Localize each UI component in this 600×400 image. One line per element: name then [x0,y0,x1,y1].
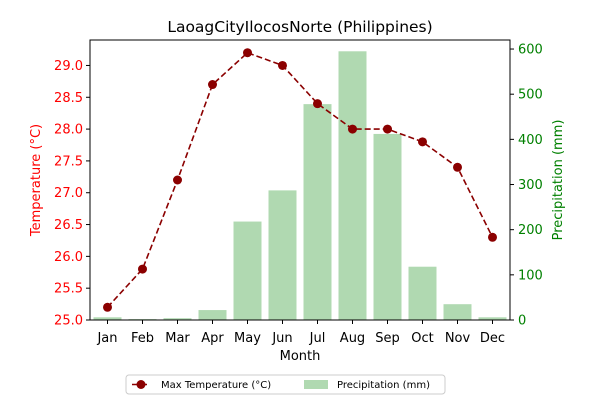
precipitation-bar-apr [198,310,227,320]
legend-precipitation-swatch [304,380,328,389]
precipitation-bar-jul [303,104,332,321]
temperature-point-may [243,48,252,58]
legend-temperature-marker [136,380,146,389]
y-right-tick-label: 100 [518,268,543,283]
y-left-tick-label: 27.5 [54,154,83,169]
precipitation-bar-jan [93,317,122,320]
x-axis-label: Month [280,349,321,364]
precipitation-bar-oct [408,266,437,320]
temperature-point-dec [488,232,497,242]
x-tick-label-nov: Nov [445,331,471,346]
chart-title: LaoagCityIlocosNorte (Philippines) [167,18,432,36]
precipitation-bar-jun [268,190,297,320]
x-tick-label-apr: Apr [201,331,224,346]
y-left-tick-label: 26.0 [54,250,83,265]
y-left-tick-label: 29.0 [54,59,83,74]
precipitation-bar-mar [163,318,192,320]
plot-frame [89,39,511,321]
legend-precipitation-label: Precipitation (mm) [337,380,430,391]
y-left-tick-label: 25.0 [54,314,83,329]
axes: Jan Feb Mar Apr May Jun Jul Aug Sep Oct Nov Dec 25.0… [54,39,543,346]
temperature-point-apr [208,80,217,90]
temperature-point-sep [383,124,392,134]
y-right-tick-label: 200 [518,223,543,238]
x-tick-label-jan: Jan [96,331,117,346]
temperature-point-nov [453,162,462,172]
precipitation-bar-may [233,221,262,320]
temperature-series-line [106,51,494,308]
x-tick-label-oct: Oct [411,331,433,346]
y-right-tick-label: 400 [518,133,543,148]
y-left-tick-label: 28.5 [54,91,83,106]
precipitation-bar-dec [478,317,507,320]
temperature-point-jul [313,99,322,109]
y-left-tick-label: 25.5 [54,282,83,297]
y-left-tick-label: 27.0 [54,186,83,201]
x-tick-label-jun: Jun [271,331,292,346]
precipitation-bar-aug [338,51,367,321]
legend-temperature-label: Max Temperature (°C) [161,380,271,391]
x-tick-label-mar: Mar [165,331,190,346]
temperature-point-oct [418,137,427,147]
x-tick-label-dec: Dec [480,331,505,346]
x-tick-label-aug: Aug [340,331,365,346]
precipitation-bar-sep [373,133,402,320]
temperature-point-feb [138,264,147,274]
temperature-line [103,48,497,312]
x-tick-label-jul: Jul [309,331,326,346]
y-left-tick-label: 26.5 [54,218,83,233]
temperature-point-mar [173,175,182,185]
y-axis-left-label: Temperature (°C) [29,124,44,237]
y-right-tick-label: 500 [518,88,543,103]
x-tick-label-feb: Feb [131,331,154,346]
legend: Max Temperature (°C) Precipitation (mm) [125,374,446,395]
x-tick-label-may: May [234,331,261,346]
precipitation-bars [93,51,507,321]
y-left-tick-label: 28.0 [54,123,83,138]
x-tick-label-sep: Sep [375,331,400,346]
temperature-point-aug [348,124,357,134]
y-right-tick-label: 600 [518,43,543,58]
temperature-point-jan [103,302,112,312]
y-right-tick-label: 0 [518,314,526,329]
precipitation-bar-nov [443,304,472,320]
y-axis-right-label: Precipitation (mm) [551,120,566,241]
temperature-point-jun [278,60,287,70]
y-right-tick-label: 300 [518,178,543,193]
legend-box [125,374,446,395]
